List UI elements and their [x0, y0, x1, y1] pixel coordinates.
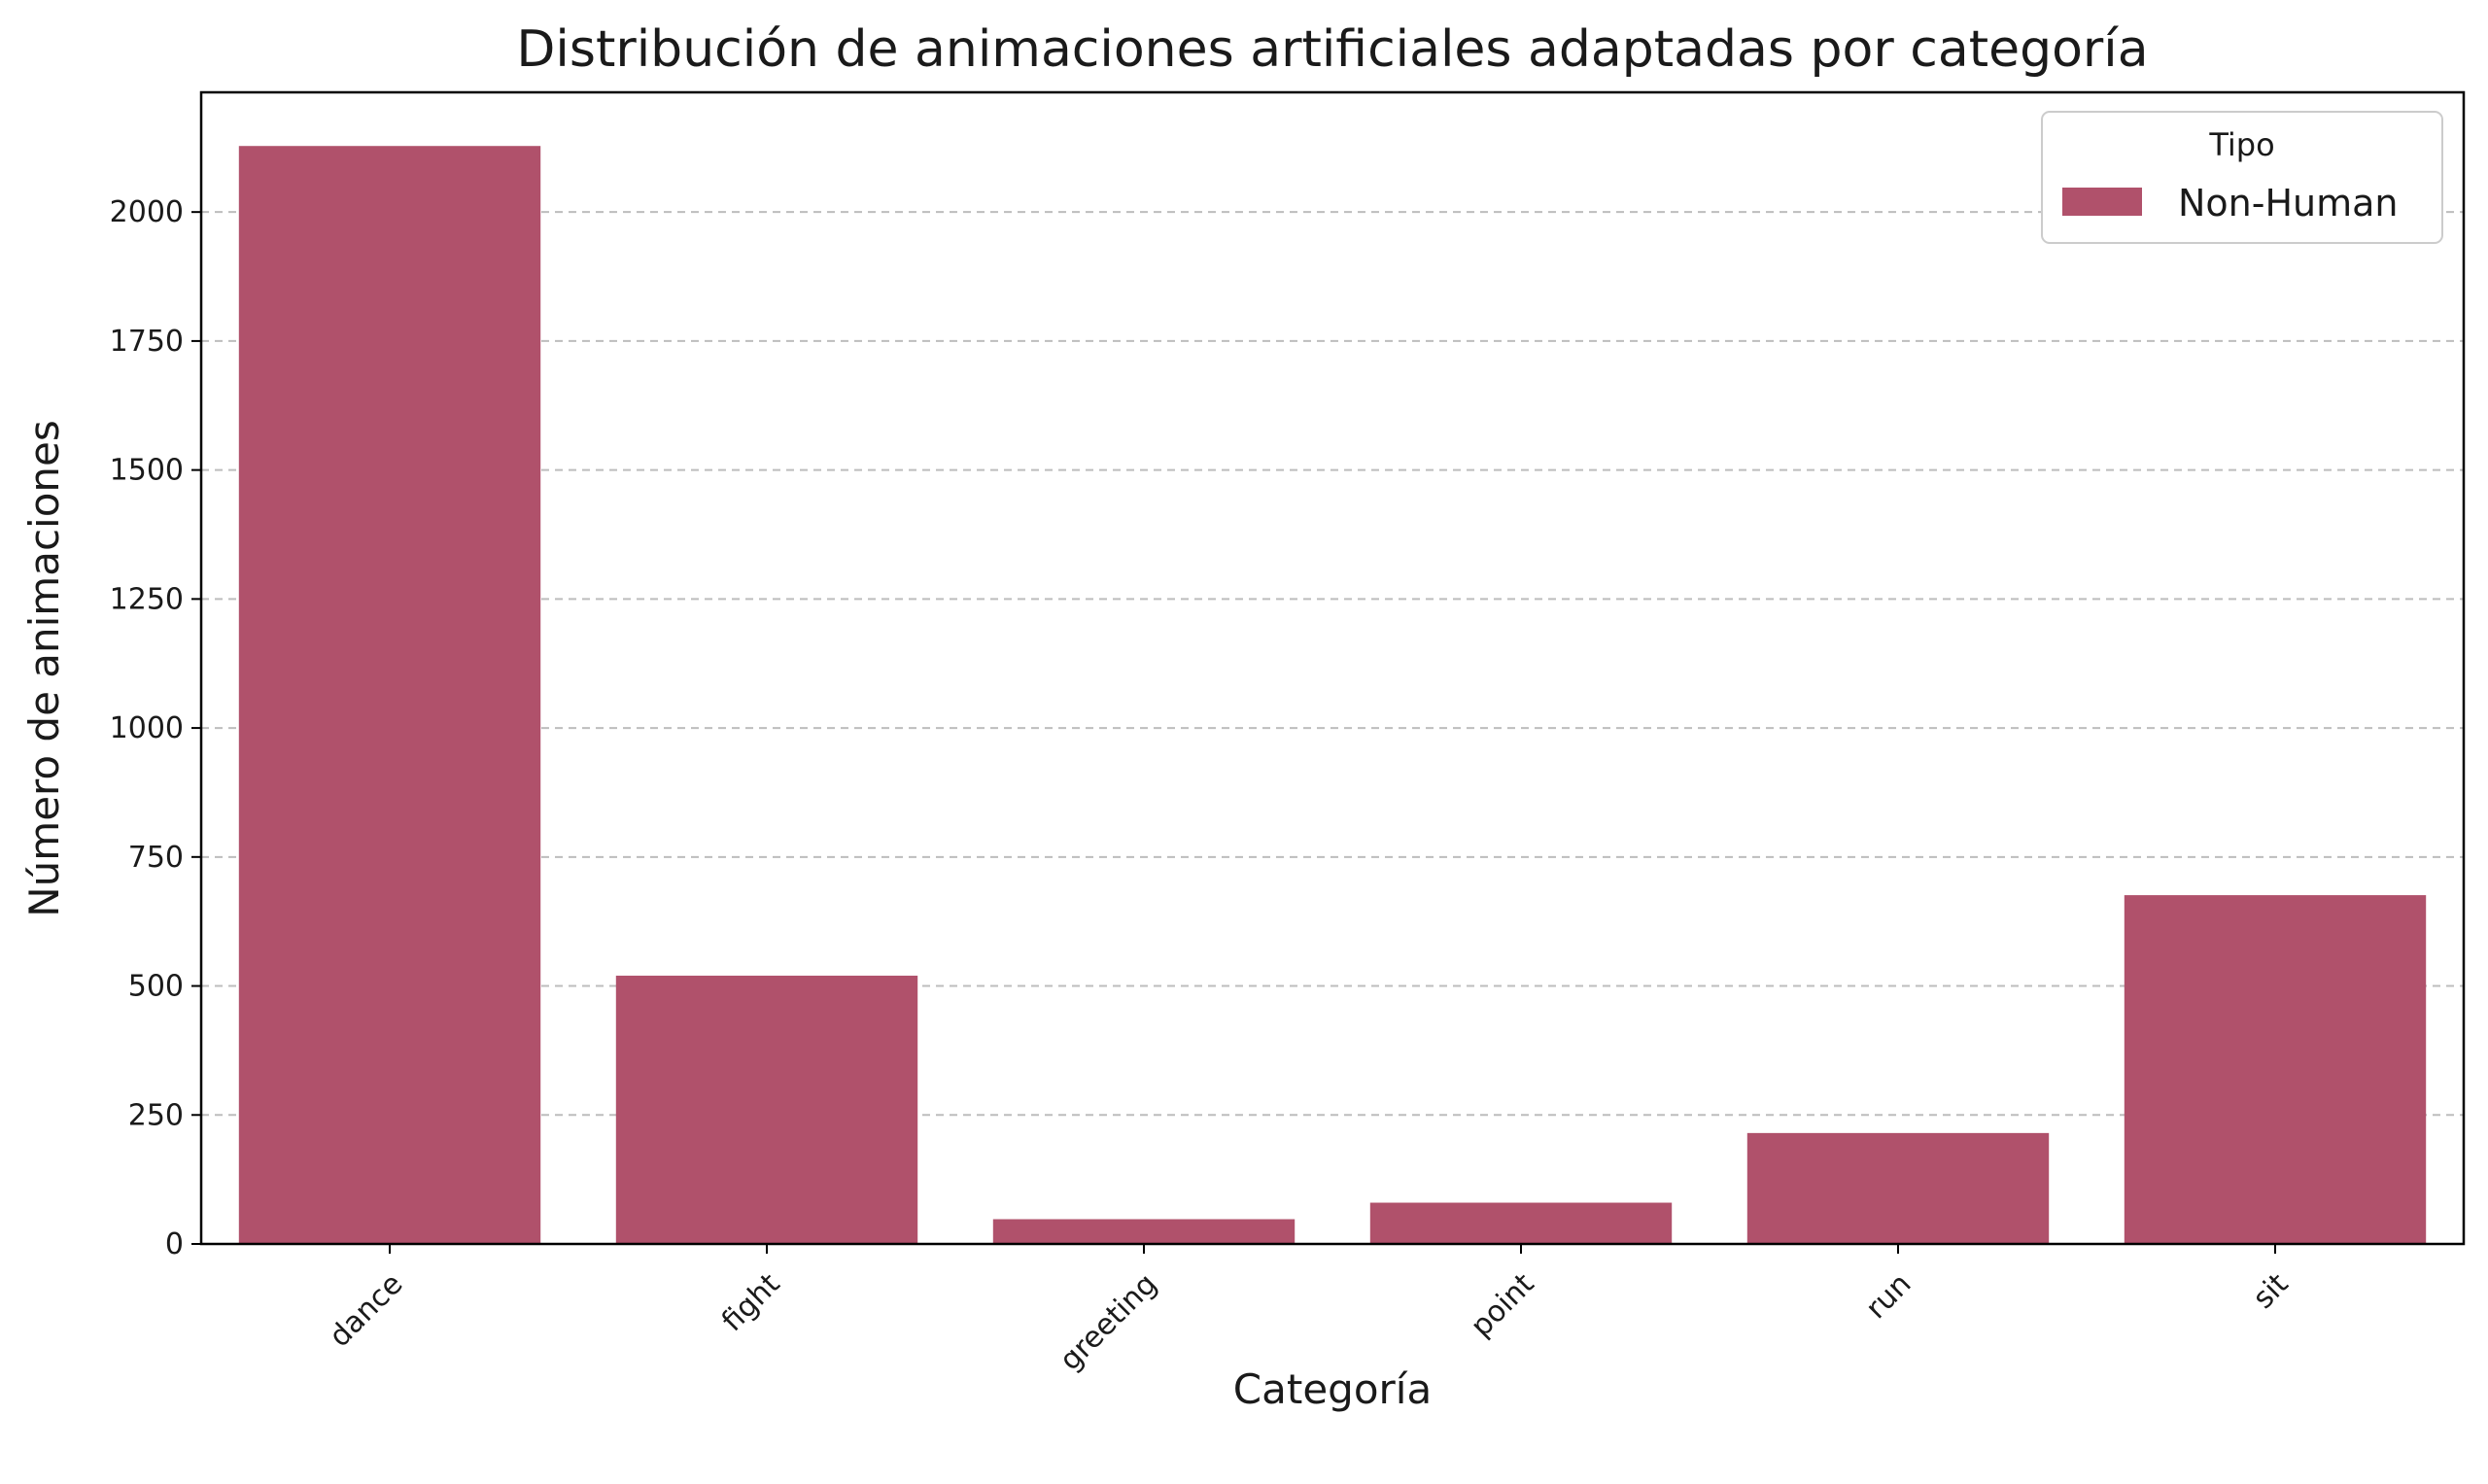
bar-point — [1369, 1202, 1673, 1244]
y-tick-label-8: 2000 — [110, 195, 184, 229]
y-tick-label-3: 750 — [128, 841, 184, 875]
legend-swatch — [2062, 188, 2142, 216]
bar-greeting — [992, 1219, 1296, 1244]
y-axis-label: Número de animaciones — [20, 420, 68, 917]
axes — [199, 90, 2466, 1246]
bar-run — [1746, 1132, 2050, 1244]
y-tick-label-4: 1000 — [110, 711, 184, 745]
legend: Tipo Non-Human — [2041, 111, 2443, 244]
y-tick-label-7: 1750 — [110, 325, 184, 359]
y-ticks: 0 250 500 750 1000 1250 1500 1750 2000 — [110, 195, 201, 1261]
legend-title: Tipo — [2208, 126, 2274, 163]
grid-lines — [201, 211, 2464, 1117]
x-axis-label: Categoría — [1233, 1365, 1432, 1413]
bar-dance — [238, 146, 541, 1244]
bar-sit — [2124, 895, 2427, 1244]
chart-title: Distribución de animaciones artificiales… — [516, 20, 2148, 79]
y-tick-label-1: 250 — [128, 1098, 184, 1132]
legend-label: Non-Human — [2178, 182, 2399, 224]
y-tick-label-5: 1250 — [110, 582, 184, 616]
bars — [238, 146, 2427, 1244]
y-tick-label-0: 0 — [165, 1227, 184, 1261]
bar-fight — [615, 975, 918, 1244]
y-tick-label-6: 1500 — [110, 454, 184, 488]
plot-frame — [199, 90, 2466, 1246]
y-tick-label-2: 500 — [128, 970, 184, 1004]
